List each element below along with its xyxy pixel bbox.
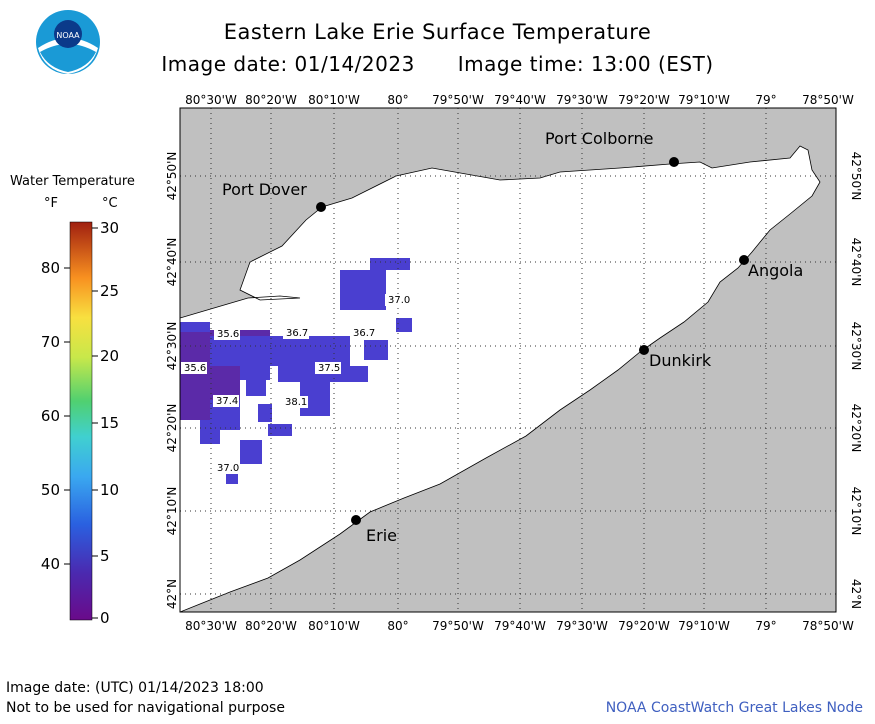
port-dover-marker: [316, 202, 326, 212]
lat-label-left: 42°50'N: [165, 152, 179, 201]
lon-label-top: 79°: [755, 93, 776, 107]
lon-label-top: 80°10'W: [308, 93, 360, 107]
lon-label-top: 80°20'W: [245, 93, 297, 107]
lon-label-bottom: 79°: [755, 619, 776, 633]
noaa-logo-text: NOAA: [56, 31, 80, 40]
city-label-angola: Angola: [748, 261, 803, 280]
noaa-logo: NOAA: [36, 10, 100, 74]
lon-label-bottom: 80°: [387, 619, 408, 633]
legend-f-tick: 70: [41, 333, 60, 351]
legend-c-tick: 30: [100, 219, 119, 237]
lon-label-bottom: 79°30'W: [556, 619, 608, 633]
lon-label-bottom: 79°20'W: [618, 619, 670, 633]
lon-label-top: 79°30'W: [556, 93, 608, 107]
footer-disclaimer: Not to be used for navigational purpose: [6, 700, 285, 716]
lat-label-left: 42°N: [165, 579, 179, 609]
lon-label-bottom: 79°40'W: [494, 619, 546, 633]
lon-label-top: 79°40'W: [494, 93, 546, 107]
city-label-port-dover: Port Dover: [222, 180, 307, 199]
legend-f-tick: 40: [41, 555, 60, 573]
lon-label-top: 80°30'W: [185, 93, 237, 107]
temp-label: 35.6: [184, 363, 206, 374]
map-title: Eastern Lake Erie Surface Temperature: [223, 20, 652, 44]
lon-label-bottom: 80°10'W: [308, 619, 360, 633]
temp-label: 38.1: [285, 397, 307, 408]
dunkirk-marker: [639, 345, 649, 355]
lon-label-bottom: 79°50'W: [432, 619, 484, 633]
lat-label-right: 42°50'N: [849, 152, 863, 201]
image-time: Image time: 13:00 (EST): [457, 52, 714, 76]
lat-label-right: 42°30'N: [849, 322, 863, 371]
temp-label: 37.4: [216, 396, 238, 407]
lon-label-top: 79°20'W: [618, 93, 670, 107]
temp-label: 35.6: [217, 329, 239, 340]
lon-label-top: 79°50'W: [432, 93, 484, 107]
legend-c-tick: 20: [100, 347, 119, 365]
legend-color-bar: [69, 221, 93, 621]
lat-label-left: 42°40'N: [165, 238, 179, 287]
image-date-time: Image date: 01/14/2023 Image time: 13:00…: [0, 52, 875, 76]
image-date: Image date: 01/14/2023: [161, 52, 415, 76]
legend-c-tick: 15: [100, 414, 119, 432]
lat-label-left: 42°20'N: [165, 404, 179, 453]
angola-marker: [739, 255, 749, 265]
lon-label-bottom: 80°30'W: [185, 619, 237, 633]
legend-title: Water Temperature: [10, 174, 135, 189]
port-colborne-marker: [669, 157, 679, 167]
temperature-legend: Water Temperature °F °C 80 70 60 50 40 3…: [10, 174, 135, 627]
erie-marker: [351, 515, 361, 525]
city-label-dunkirk: Dunkirk: [649, 351, 712, 370]
lon-label-top: 80°: [387, 93, 408, 107]
temp-label: 37.5: [318, 363, 340, 374]
lat-label-left: 42°30'N: [165, 322, 179, 371]
legend-c-tick: 25: [100, 282, 119, 300]
legend-unit-f: °F: [44, 196, 58, 211]
temp-label: 37.0: [217, 463, 239, 474]
graticule: [180, 108, 836, 612]
legend-c-tick: 0: [100, 609, 110, 627]
temp-label: 36.7: [286, 328, 308, 339]
lon-label-bottom: 80°20'W: [245, 619, 297, 633]
city-markers: [316, 157, 749, 525]
lat-label-right: 42°10'N: [849, 487, 863, 536]
legend-c-tick: 10: [100, 481, 119, 499]
legend-f-tick: 50: [41, 481, 60, 499]
lon-label-top: 78°50'W: [802, 93, 854, 107]
lon-label-bottom: 79°10'W: [678, 619, 730, 633]
lat-label-right: 42°20'N: [849, 404, 863, 453]
map-frame: [179, 107, 837, 613]
lat-label-right: 42°N: [849, 579, 863, 609]
lat-label-left: 42°10'N: [165, 487, 179, 536]
temp-label: 37.0: [388, 295, 410, 306]
footer-credit: NOAA CoastWatch Great Lakes Node: [605, 700, 863, 716]
legend-f-tick: 80: [41, 259, 60, 277]
legend-unit-c: °C: [102, 196, 118, 211]
legend-c-tick: 5: [100, 547, 110, 565]
lat-label-right: 42°40'N: [849, 238, 863, 287]
temp-label: 36.7: [353, 328, 375, 339]
city-label-erie: Erie: [366, 526, 397, 545]
city-label-port-colborne: Port Colborne: [545, 129, 653, 148]
lon-label-bottom: 78°50'W: [802, 619, 854, 633]
footer-utc-date: Image date: (UTC) 01/14/2023 18:00: [6, 680, 264, 696]
legend-f-tick: 60: [41, 407, 60, 425]
lon-label-top: 79°10'W: [678, 93, 730, 107]
